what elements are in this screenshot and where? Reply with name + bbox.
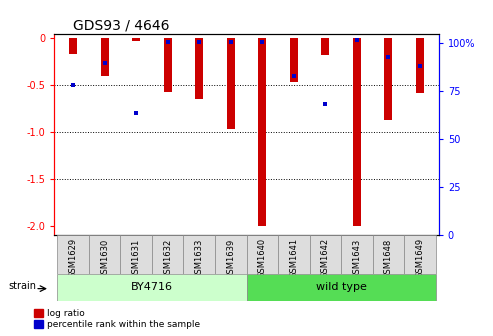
FancyBboxPatch shape — [183, 235, 215, 274]
FancyBboxPatch shape — [152, 235, 183, 274]
Point — [353, 38, 361, 43]
Bar — [132, 38, 140, 41]
Bar — [195, 38, 203, 99]
FancyBboxPatch shape — [278, 235, 310, 274]
Point — [416, 64, 424, 69]
Bar — [416, 38, 424, 93]
FancyBboxPatch shape — [310, 235, 341, 274]
Point — [132, 111, 140, 116]
Point — [69, 82, 77, 88]
Bar — [353, 38, 361, 226]
FancyBboxPatch shape — [373, 235, 404, 274]
Text: BY4716: BY4716 — [131, 282, 173, 292]
Bar — [321, 38, 329, 55]
Bar — [69, 38, 77, 54]
Text: GSM1633: GSM1633 — [195, 238, 204, 279]
Bar — [385, 38, 392, 120]
FancyBboxPatch shape — [246, 274, 436, 301]
Text: GSM1649: GSM1649 — [416, 238, 424, 279]
Text: GSM1629: GSM1629 — [69, 238, 77, 279]
Point — [385, 54, 392, 60]
Point — [101, 60, 108, 66]
Bar — [164, 38, 172, 92]
FancyBboxPatch shape — [57, 235, 89, 274]
Text: GSM1639: GSM1639 — [226, 238, 235, 279]
Text: GSM1632: GSM1632 — [163, 238, 172, 279]
Point — [195, 39, 203, 45]
Text: GSM1643: GSM1643 — [352, 238, 361, 279]
Point — [227, 39, 235, 45]
Text: GDS93 / 4646: GDS93 / 4646 — [73, 18, 170, 33]
FancyBboxPatch shape — [120, 235, 152, 274]
FancyBboxPatch shape — [215, 235, 246, 274]
Text: GSM1648: GSM1648 — [384, 238, 393, 279]
Legend: log ratio, percentile rank within the sample: log ratio, percentile rank within the sa… — [34, 309, 200, 329]
Bar — [258, 38, 266, 226]
Text: GSM1642: GSM1642 — [321, 238, 330, 279]
Bar — [290, 38, 298, 82]
FancyBboxPatch shape — [57, 274, 246, 301]
Point — [290, 73, 298, 79]
Text: GSM1630: GSM1630 — [100, 238, 109, 279]
Bar — [101, 38, 108, 76]
Point — [164, 39, 172, 45]
Text: wild type: wild type — [316, 282, 366, 292]
FancyBboxPatch shape — [246, 235, 278, 274]
FancyBboxPatch shape — [341, 235, 373, 274]
Bar — [227, 38, 235, 129]
Point — [321, 101, 329, 107]
Text: GSM1640: GSM1640 — [258, 238, 267, 279]
Point — [258, 39, 266, 45]
FancyBboxPatch shape — [404, 235, 436, 274]
Text: GSM1631: GSM1631 — [132, 238, 141, 279]
Text: GSM1641: GSM1641 — [289, 238, 298, 279]
FancyBboxPatch shape — [89, 235, 120, 274]
Text: strain: strain — [8, 281, 36, 291]
